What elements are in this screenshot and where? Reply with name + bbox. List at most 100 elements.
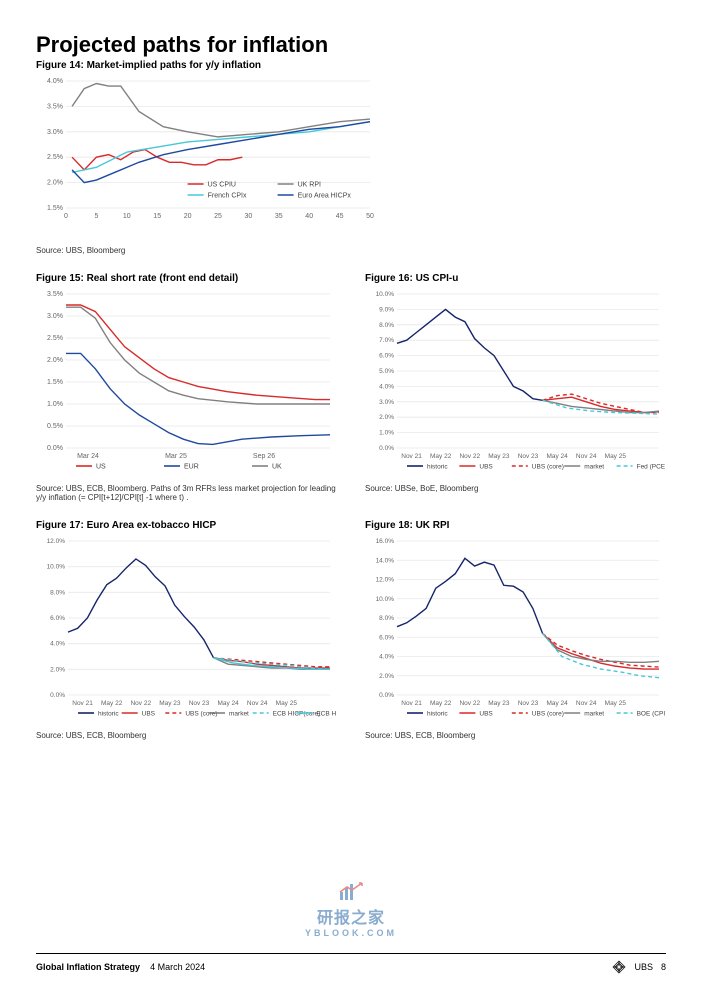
fig18-source: Source: UBS, ECB, Bloomberg <box>365 731 666 740</box>
page-title: Projected paths for inflation <box>36 32 666 58</box>
svg-text:May 25: May 25 <box>276 700 298 707</box>
footer-date: 4 March 2024 <box>150 962 205 972</box>
svg-text:1.0%: 1.0% <box>47 401 63 408</box>
svg-text:3.0%: 3.0% <box>379 399 394 406</box>
svg-text:15: 15 <box>153 213 161 220</box>
svg-text:10.0%: 10.0% <box>47 564 66 571</box>
svg-text:historic: historic <box>98 711 119 718</box>
svg-text:40: 40 <box>305 213 313 220</box>
svg-text:50: 50 <box>366 213 374 220</box>
svg-text:9.0%: 9.0% <box>379 306 394 313</box>
svg-text:ECB HICP(core): ECB HICP(core) <box>273 711 321 718</box>
fig18-chart: 0.0%2.0%4.0%6.0%8.0%10.0%12.0%14.0%16.0%… <box>365 535 665 725</box>
svg-text:4.0%: 4.0% <box>50 641 65 648</box>
svg-text:UBS: UBS <box>479 464 493 471</box>
svg-text:2.0%: 2.0% <box>379 414 394 421</box>
svg-text:UK RPI: UK RPI <box>298 182 321 189</box>
svg-text:10.0%: 10.0% <box>376 291 395 298</box>
svg-text:US: US <box>96 464 106 471</box>
svg-text:0.0%: 0.0% <box>50 692 65 699</box>
fig17-source: Source: UBS, ECB, Bloomberg <box>36 731 337 740</box>
svg-text:Mar 25: Mar 25 <box>165 453 187 460</box>
fig15-title: Figure 15: Real short rate (front end de… <box>36 273 337 284</box>
svg-text:French CPIx: French CPIx <box>208 193 247 200</box>
svg-text:Nov 23: Nov 23 <box>518 453 539 460</box>
svg-text:12.0%: 12.0% <box>376 577 395 584</box>
svg-text:0: 0 <box>64 213 68 220</box>
svg-text:0.0%: 0.0% <box>379 445 394 452</box>
svg-text:market: market <box>229 711 249 718</box>
svg-text:market: market <box>584 711 604 718</box>
svg-text:historic: historic <box>427 711 448 718</box>
svg-text:market: market <box>584 464 604 471</box>
svg-text:12.0%: 12.0% <box>47 538 66 545</box>
svg-text:UBS: UBS <box>479 711 493 718</box>
svg-text:Nov 24: Nov 24 <box>576 453 597 460</box>
svg-text:0.0%: 0.0% <box>379 692 394 699</box>
svg-text:EUR: EUR <box>184 464 199 471</box>
fig16-chart: 0.0%1.0%2.0%3.0%4.0%5.0%6.0%7.0%8.0%9.0%… <box>365 288 665 478</box>
svg-text:Nov 22: Nov 22 <box>130 700 151 707</box>
svg-text:6.0%: 6.0% <box>379 353 394 360</box>
svg-text:1.5%: 1.5% <box>47 205 63 212</box>
watermark-icon <box>338 882 364 902</box>
svg-text:Nov 23: Nov 23 <box>518 700 539 707</box>
svg-text:UBS (core): UBS (core) <box>532 711 564 718</box>
fig17-title: Figure 17: Euro Area ex-tobacco HICP <box>36 520 337 531</box>
svg-text:1.5%: 1.5% <box>47 379 63 386</box>
svg-text:5: 5 <box>94 213 98 220</box>
svg-text:Nov 21: Nov 21 <box>401 453 422 460</box>
svg-text:May 22: May 22 <box>430 700 452 707</box>
svg-text:May 23: May 23 <box>488 700 510 707</box>
svg-text:May 23: May 23 <box>488 453 510 460</box>
svg-text:Nov 22: Nov 22 <box>459 453 480 460</box>
svg-text:16.0%: 16.0% <box>376 538 395 545</box>
svg-text:May 24: May 24 <box>546 700 568 707</box>
fig17-chart: 0.0%2.0%4.0%6.0%8.0%10.0%12.0%Nov 21May … <box>36 535 336 725</box>
fig14-chart: 1.5%2.0%2.5%3.0%3.5%4.0%0510152025303540… <box>36 75 376 240</box>
svg-text:6.0%: 6.0% <box>50 615 65 622</box>
svg-text:Nov 21: Nov 21 <box>72 700 93 707</box>
svg-text:May 24: May 24 <box>217 700 239 707</box>
svg-text:May 25: May 25 <box>605 700 627 707</box>
svg-text:Nov 21: Nov 21 <box>401 700 422 707</box>
watermark: 研报之家 YBLOOK.COM <box>305 882 397 938</box>
svg-text:Nov 22: Nov 22 <box>459 700 480 707</box>
footer-left: Global Inflation Strategy 4 March 2024 <box>36 962 205 972</box>
svg-text:8.0%: 8.0% <box>50 589 65 596</box>
svg-text:UK: UK <box>272 464 282 471</box>
svg-text:Euro Area HICPx: Euro Area HICPx <box>298 193 352 200</box>
brand-name: UBS <box>634 962 653 972</box>
svg-text:4.0%: 4.0% <box>47 78 63 85</box>
svg-text:4.0%: 4.0% <box>379 654 394 661</box>
svg-text:3.0%: 3.0% <box>47 129 63 136</box>
svg-text:May 24: May 24 <box>546 453 568 460</box>
svg-text:8.0%: 8.0% <box>379 615 394 622</box>
fig14-source: Source: UBS, Bloomberg <box>36 246 666 255</box>
svg-text:7.0%: 7.0% <box>379 337 394 344</box>
fig15-source: Source: UBS, ECB, Bloomberg. Paths of 3m… <box>36 484 337 502</box>
svg-text:3.5%: 3.5% <box>47 103 63 110</box>
svg-text:4.0%: 4.0% <box>379 383 394 390</box>
svg-text:45: 45 <box>336 213 344 220</box>
svg-text:14.0%: 14.0% <box>376 557 395 564</box>
page-number: 8 <box>661 962 666 972</box>
svg-text:10.0%: 10.0% <box>376 596 395 603</box>
svg-text:1.0%: 1.0% <box>379 430 394 437</box>
svg-text:0.0%: 0.0% <box>47 445 63 452</box>
svg-text:3.0%: 3.0% <box>47 313 63 320</box>
svg-text:Fed (PCE): Fed (PCE) <box>637 464 665 471</box>
svg-text:2.0%: 2.0% <box>379 673 394 680</box>
svg-text:5.0%: 5.0% <box>379 368 394 375</box>
svg-text:3.5%: 3.5% <box>47 291 63 298</box>
fig16-source: Source: UBSe, BoE, Bloomberg <box>365 484 666 493</box>
svg-text:May 25: May 25 <box>605 453 627 460</box>
svg-text:2.5%: 2.5% <box>47 335 63 342</box>
fig18-title: Figure 18: UK RPI <box>365 520 666 531</box>
fig14-title: Figure 14: Market-implied paths for y/y … <box>36 60 666 71</box>
svg-text:2.5%: 2.5% <box>47 154 63 161</box>
svg-text:Nov 23: Nov 23 <box>189 700 210 707</box>
svg-text:BOE (CPI): BOE (CPI) <box>637 711 665 718</box>
ubs-logo-icon <box>612 960 626 974</box>
footer-title: Global Inflation Strategy <box>36 962 140 972</box>
